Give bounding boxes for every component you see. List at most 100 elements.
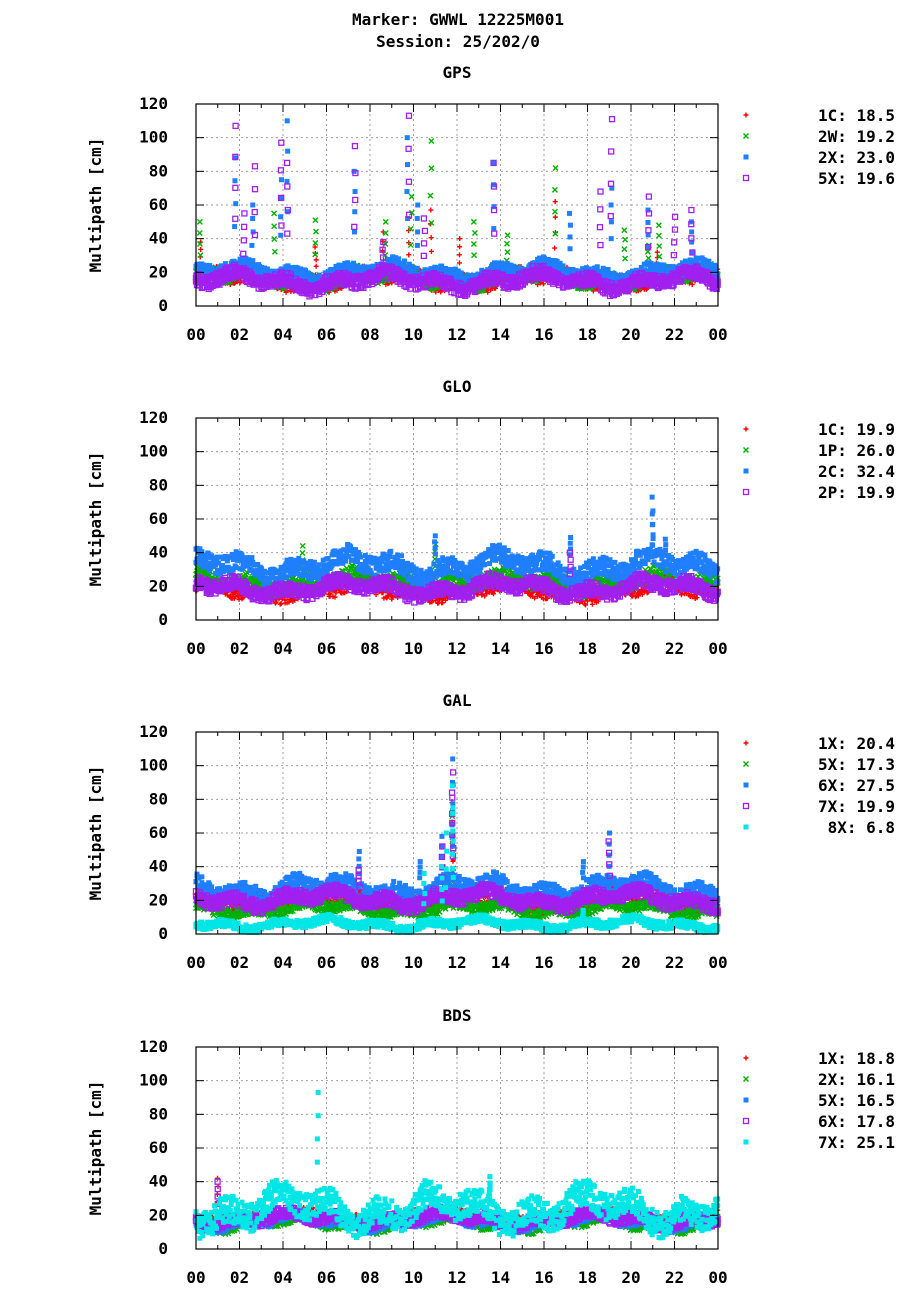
spike-point-2x: [491, 226, 497, 232]
spike-point-1c: [457, 236, 463, 242]
spike-point-2w: [271, 248, 278, 255]
spike-point-2w: [645, 255, 652, 262]
spike-point-2w: [622, 255, 629, 262]
spike-point-5x: [645, 227, 652, 234]
y-tick-label: 120: [139, 94, 168, 113]
spike-point-2x: [284, 118, 290, 124]
point-2x: [605, 267, 611, 273]
spike-point-1c: [552, 245, 558, 251]
spike-point-5x: [351, 142, 359, 150]
x-tick-label: 12: [447, 325, 466, 344]
spike-point-5x: [688, 206, 695, 214]
spike-point-1c: [457, 244, 463, 250]
spike-point-2x: [404, 189, 410, 195]
x-tick-label: 06: [317, 325, 336, 344]
spike-point-2x: [567, 234, 573, 240]
spike-point-2x: [608, 219, 614, 225]
spike-point-2w: [552, 164, 559, 171]
data-points: [192, 494, 721, 608]
spike-point-2w: [271, 223, 278, 230]
spike-point-5x: [232, 122, 239, 130]
spike-point-2x: [278, 214, 284, 220]
spike-point-5x: [232, 215, 239, 222]
spike-point-5x: [607, 180, 615, 187]
spike-point-2w: [471, 252, 478, 259]
spike-point-2x: [608, 202, 614, 208]
spike-point-5x: [241, 210, 248, 217]
x-tick-label: 00: [186, 325, 205, 344]
spike-point-2x: [233, 201, 239, 207]
spike-point-2w: [196, 218, 203, 225]
spike-point-2x: [352, 209, 358, 215]
legend-label-1c: 1C: 18.5: [818, 106, 895, 125]
spike-point-5x: [421, 227, 429, 235]
legend-label-5x: 5X: 19.6: [818, 169, 895, 188]
y-tick-label: 80: [149, 161, 168, 180]
session-title: Session: 25/202/0: [376, 32, 540, 51]
spike-point-2x: [250, 215, 256, 221]
spike-point-1c: [313, 257, 319, 263]
spike-point-5x: [420, 215, 428, 222]
x-tick-label: 14: [491, 325, 510, 344]
spike-point-2w: [408, 193, 415, 200]
spike-point-2x: [278, 232, 284, 238]
spike-point-1c: [428, 207, 434, 213]
y-tick-label: 100: [139, 128, 168, 147]
spike-point-5x: [251, 163, 259, 170]
spike-point-2x: [232, 178, 238, 184]
spike-point-2x: [414, 242, 420, 248]
spike-point-2x: [689, 229, 695, 235]
spike-point-2x: [645, 220, 651, 226]
spike-point-5x: [671, 213, 679, 220]
spike-point-2x: [567, 246, 573, 252]
y-tick-label: 40: [149, 229, 168, 248]
spike-point-1c: [552, 214, 558, 220]
data-points: [192, 112, 721, 300]
spike-point-2w: [656, 243, 663, 250]
point-2x: [414, 265, 420, 271]
spike-point-2x: [405, 162, 411, 168]
spike-point-2x: [415, 202, 421, 208]
x-tick-label: 08: [360, 325, 379, 344]
spike-point-2x: [415, 229, 421, 235]
x-tick-label: 18: [578, 325, 597, 344]
spike-point-5x: [352, 196, 359, 204]
spike-point-1c: [313, 263, 319, 269]
spike-point-2x: [351, 229, 357, 235]
spike-point-5x: [670, 252, 678, 259]
spike-point-2w: [621, 246, 628, 253]
spike-point-1c: [406, 252, 412, 258]
spike-point-2x: [250, 202, 256, 208]
spike-point-5x: [597, 188, 604, 195]
spike-point-2w: [427, 192, 434, 199]
spike-point-5x: [284, 230, 291, 237]
spike-point-2x: [285, 148, 291, 154]
spike-point-1c: [456, 260, 462, 266]
spike-point-5x: [420, 252, 427, 259]
spike-point-2x: [608, 236, 614, 242]
spike-point-5x: [420, 240, 428, 247]
x-tick-label: 16: [534, 325, 553, 344]
x-tick-label: 00: [708, 325, 727, 344]
spike-point-2w: [428, 165, 435, 172]
spike-point-2x: [414, 215, 420, 221]
x-tick-label: 02: [230, 325, 249, 344]
x-tick-label: 04: [273, 325, 292, 344]
spike-point-2w: [621, 227, 628, 234]
point-1c: [540, 281, 546, 287]
legend-marker-1c: [743, 112, 749, 118]
spike-point-2w: [196, 229, 203, 236]
spike-point-2w: [312, 217, 319, 224]
spike-point-2w: [470, 241, 477, 248]
spike-point-5x: [596, 224, 604, 231]
spike-point-5x: [405, 112, 413, 119]
x-tick-label: 22: [665, 325, 684, 344]
spike-point-2x: [249, 242, 255, 248]
legend-label-2w: 2W: 19.2: [818, 127, 895, 146]
spike-point-5x: [597, 206, 604, 213]
y-tick-label: 0: [158, 296, 168, 315]
point-2x: [401, 258, 407, 264]
